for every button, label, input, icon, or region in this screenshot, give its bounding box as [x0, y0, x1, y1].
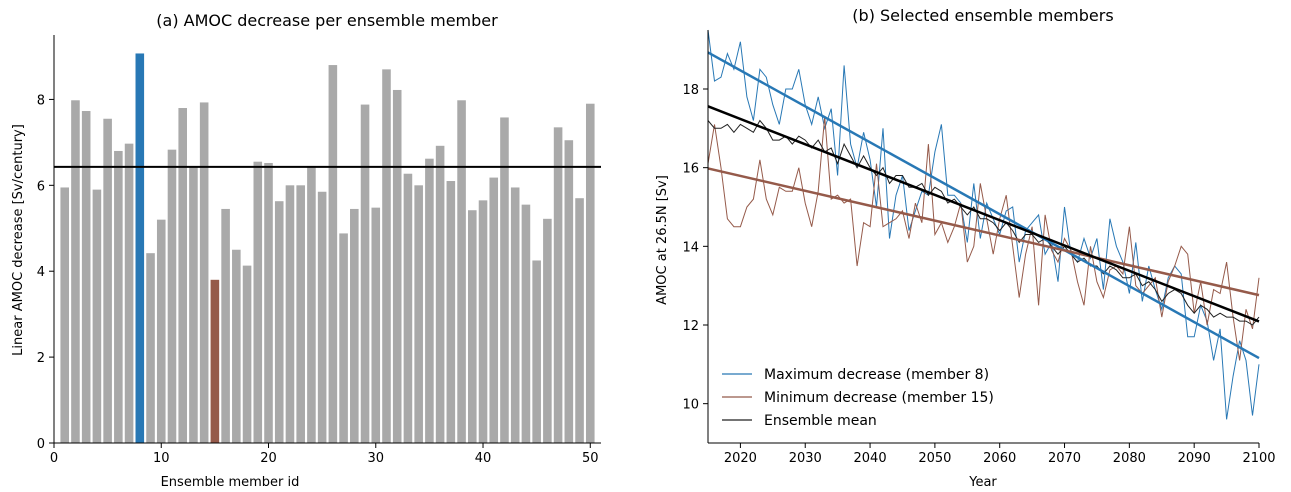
- bar-member-25: [317, 191, 327, 443]
- bar-member-7: [124, 143, 134, 443]
- panel-a-xtick-label: 10: [153, 451, 170, 466]
- bar-member-17: [232, 249, 241, 443]
- bar-member-45: [532, 260, 541, 443]
- bar-member-13: [189, 167, 198, 443]
- panel-a-xtick-label: 40: [475, 451, 492, 466]
- panel-b-ytick-label: 16: [682, 162, 699, 177]
- panel-b: (b) Selected ensemble members 2020 2030 20…: [655, 6, 1276, 490]
- bar-member-9: [146, 253, 155, 443]
- bar-member-37: [446, 181, 456, 443]
- bar-member-40: [478, 200, 488, 443]
- trend-line-2: [707, 105, 1260, 323]
- bar-member-44: [521, 204, 531, 443]
- bar-member-15: [210, 279, 220, 443]
- bar-member-18: [242, 265, 252, 443]
- bar-member-41: [489, 177, 499, 443]
- bar-member-28: [350, 208, 359, 443]
- bar-member-20: [264, 162, 273, 443]
- bar-member-12: [178, 108, 187, 443]
- panel-a-ytick-label: 4: [37, 265, 45, 280]
- panel-b-title: (b) Selected ensemble members: [852, 6, 1113, 25]
- bar-member-10: [156, 219, 166, 443]
- bar-member-27: [339, 233, 348, 443]
- panel-a-axes: 0 10 20 30 40 50 0 2 4 6 8: [37, 35, 601, 466]
- panel-a-xtick-label: 0: [50, 451, 58, 466]
- bar-member-24: [307, 165, 316, 443]
- bar-member-6: [114, 150, 123, 444]
- trend-line-1: [707, 167, 1260, 297]
- panel-a: (a) AMOC decrease per ensemble member 0 1…: [11, 11, 601, 490]
- series-line-0: [707, 29, 1260, 420]
- bar-member-36: [435, 145, 445, 444]
- bar-member-19: [253, 161, 263, 443]
- bar-member-34: [414, 185, 423, 443]
- panel-a-ytick-label: 0: [37, 437, 45, 452]
- panel-b-xtick-label: 2040: [854, 451, 887, 466]
- panel-a-bars: [60, 53, 595, 444]
- panel-b-ylabel: AMOC at 26.5N [Sv]: [655, 175, 670, 305]
- legend-label-2: Ensemble mean: [764, 413, 877, 429]
- panel-b-ytick-label: 18: [682, 83, 699, 98]
- panel-a-ytick-label: 6: [37, 179, 45, 194]
- bar-member-31: [382, 69, 391, 443]
- bar-member-38: [457, 100, 466, 443]
- panel-b-xtick-label: 2030: [789, 451, 822, 466]
- bar-member-1: [60, 187, 70, 443]
- panel-b-ytick-label: 14: [682, 240, 699, 255]
- panel-a-xtick-label: 20: [260, 451, 277, 466]
- panel-a-xtick-label: 30: [367, 451, 384, 466]
- bar-member-29: [360, 104, 370, 443]
- bar-member-50: [585, 103, 595, 443]
- panel-b-axes: 2020 2030 2040 2050 2060 2070 2080 2090 2100 10 12…: [682, 30, 1276, 466]
- panel-a-xlabel: Ensemble member id: [161, 475, 300, 490]
- bar-member-26: [328, 65, 338, 443]
- panel-b-trend-lines: [707, 51, 1260, 360]
- bar-member-43: [510, 187, 520, 443]
- panel-b-ytick-label: 12: [682, 319, 699, 334]
- bar-member-3: [81, 111, 91, 443]
- bar-member-14: [199, 102, 209, 443]
- bar-member-49: [575, 198, 584, 443]
- panel-a-title: (a) AMOC decrease per ensemble member: [156, 11, 498, 30]
- bar-member-4: [92, 189, 102, 443]
- bar-member-23: [296, 185, 305, 443]
- panel-b-xtick-label: 2060: [983, 451, 1016, 466]
- panel-a-ytick-label: 8: [37, 93, 45, 108]
- bar-member-21: [274, 201, 284, 443]
- panel-b-xtick-label: 2070: [1048, 451, 1081, 466]
- panel-b-xtick-label: 2080: [1113, 451, 1146, 466]
- legend-label-1: Minimum decrease (member 15): [764, 390, 994, 406]
- panel-b-xtick-label: 2020: [724, 451, 757, 466]
- bar-member-33: [403, 173, 413, 443]
- bar-member-5: [103, 118, 112, 443]
- series-line-2: [707, 119, 1260, 326]
- bar-member-47: [553, 127, 563, 443]
- bar-member-46: [543, 218, 552, 443]
- bar-member-11: [167, 149, 177, 443]
- panel-a-xtick-label: 50: [582, 451, 599, 466]
- bar-member-48: [564, 140, 574, 443]
- panel-b-xlabel: Year: [968, 475, 997, 490]
- panel-b-lines: [707, 29, 1260, 420]
- panel-b-legend: Maximum decrease (member 8) Minimum decre…: [722, 367, 994, 429]
- bar-member-2: [71, 100, 80, 443]
- bar-member-30: [371, 207, 381, 443]
- series-line-1: [707, 116, 1260, 361]
- panel-b-ytick-label: 10: [682, 398, 699, 413]
- bar-member-35: [425, 158, 434, 443]
- legend-label-0: Maximum decrease (member 8): [764, 367, 989, 383]
- bar-member-42: [500, 117, 509, 443]
- panel-a-ylabel: Linear AMOC decrease [Sv/century]: [11, 124, 26, 356]
- panel-b-xtick-label: 2090: [1178, 451, 1211, 466]
- panel-b-xtick-label: 2050: [918, 451, 951, 466]
- panel-b-xtick-label: 2100: [1242, 451, 1275, 466]
- panel-a-ytick-label: 2: [37, 351, 45, 366]
- bar-member-8: [135, 53, 145, 443]
- trend-line-0: [707, 51, 1260, 360]
- bar-member-16: [221, 208, 230, 443]
- bar-member-32: [392, 89, 402, 444]
- bar-member-22: [285, 185, 295, 443]
- bar-member-39: [468, 210, 477, 443]
